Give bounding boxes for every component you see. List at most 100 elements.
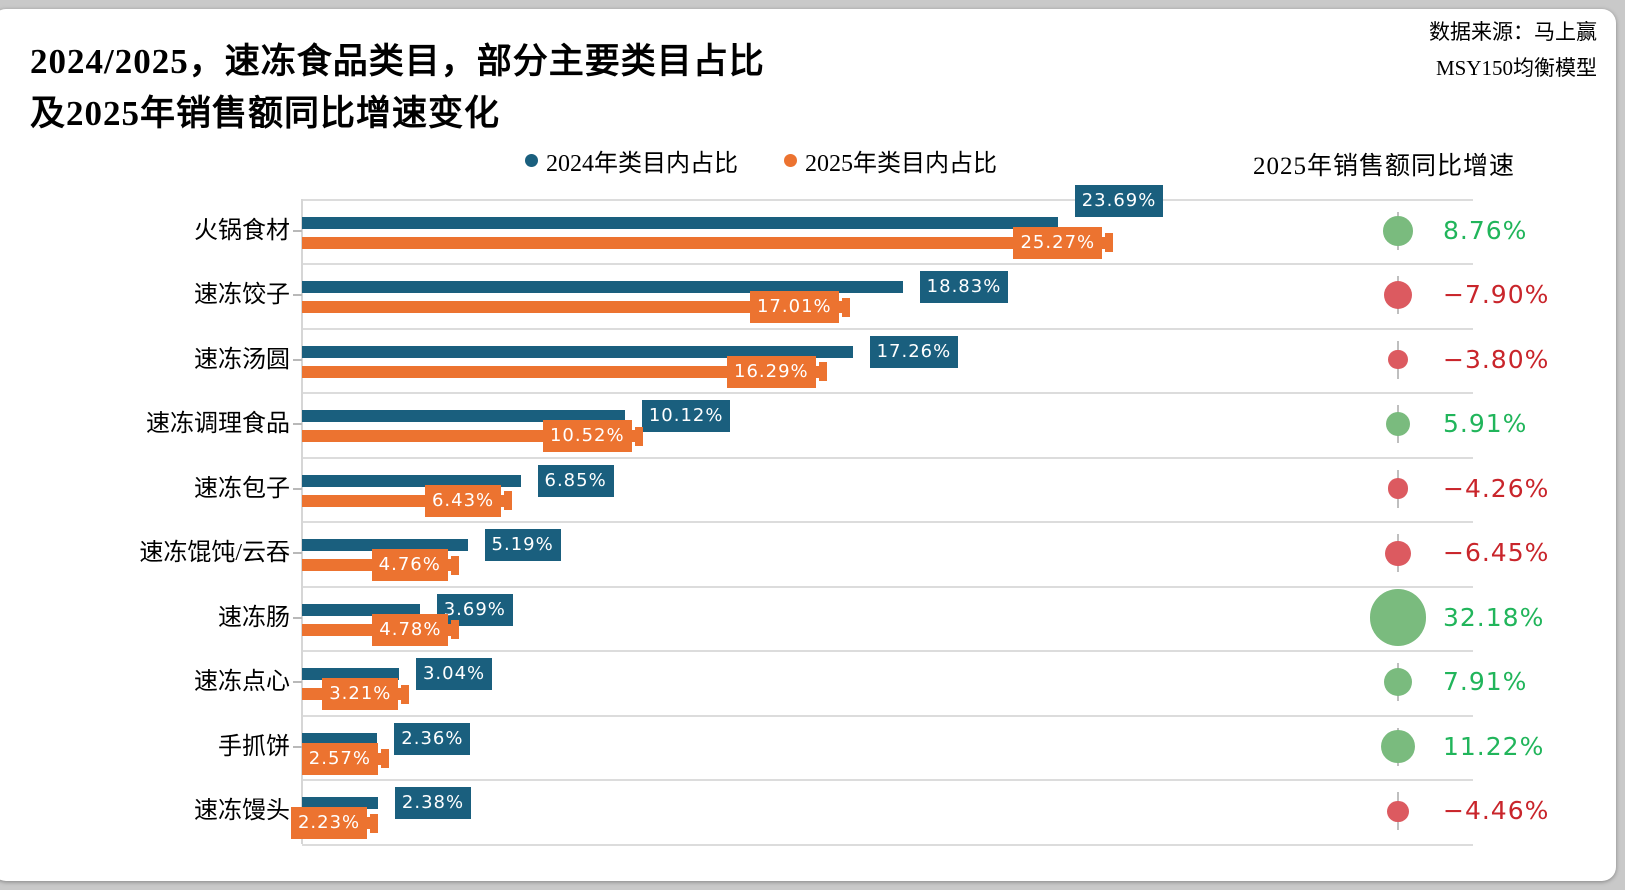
category-label: 速冻调理食品 <box>146 411 290 438</box>
bar-label-2024: 3.04% <box>415 658 493 690</box>
growth-value: 32.18% <box>1443 602 1545 632</box>
data-source-line2: MSY150均衡模型 <box>1435 56 1597 80</box>
growth-bubble <box>1383 281 1413 310</box>
gridline <box>302 521 1473 523</box>
bar-2025-endcap <box>818 362 827 381</box>
gridline <box>302 392 1473 394</box>
growth-value: −7.90% <box>1443 280 1550 310</box>
growth-value: 5.91% <box>1443 409 1528 439</box>
growth-bubble <box>1387 478 1409 500</box>
bar-label-2025: 17.01% <box>749 291 839 323</box>
gridline <box>302 714 1473 717</box>
bar-2024 <box>302 345 853 358</box>
bar-label-2025: 3.21% <box>322 678 399 710</box>
bar-2025-endcap <box>1105 233 1114 252</box>
bar-2024 <box>302 539 468 551</box>
bar-label-2024: 3.69% <box>436 593 513 626</box>
bar-label-2025: 4.76% <box>371 549 448 581</box>
growth-value: 11.22% <box>1443 731 1545 761</box>
growth-bubble <box>1369 589 1427 647</box>
gridline <box>302 198 1473 201</box>
axis-tick <box>293 229 302 232</box>
growth-bubble <box>1381 730 1415 764</box>
bar-2025 <box>302 236 1109 249</box>
axis-tick <box>293 487 302 490</box>
bar-label-2025: 6.43% <box>424 484 502 517</box>
bar-label-2024: 2.38% <box>394 787 472 819</box>
bar-2025-endcap <box>504 491 513 510</box>
gridline <box>302 327 1473 330</box>
category-label: 速冻点心 <box>194 669 290 696</box>
bar-label-2025: 2.57% <box>301 742 378 775</box>
growth-bubble <box>1385 412 1411 437</box>
growth-bubble <box>1385 540 1411 566</box>
bar-2024 <box>302 216 1058 229</box>
bar-label-2024: 17.26% <box>869 335 959 368</box>
bar-2024 <box>302 410 625 422</box>
bar-label-2025: 16.29% <box>727 355 816 388</box>
gridline <box>302 650 1473 652</box>
gridline <box>302 779 1473 781</box>
bar-2024 <box>302 797 378 809</box>
chart-title-line2: 及2025年销售额同比增速变化 <box>30 94 501 133</box>
bar-label-2024: 18.83% <box>919 271 1009 303</box>
legend-item-2025[interactable]: 2025年类目内占比 <box>784 143 997 178</box>
bar-2025-endcap <box>380 749 389 768</box>
bar-2025-endcap <box>401 684 410 704</box>
category-label: 速冻肠 <box>218 604 290 631</box>
growth-bubble <box>1383 215 1413 246</box>
growth-bubble <box>1387 800 1409 822</box>
legend-item-2024[interactable]: 2024年类目内占比 <box>525 143 738 178</box>
legend-label-2024: 2024年类目内占比 <box>546 151 738 177</box>
bar-2025-endcap <box>634 426 643 446</box>
growth-value: 8.76% <box>1443 215 1528 245</box>
growth-value: −4.26% <box>1443 473 1550 503</box>
legend-dot-2024-icon <box>525 154 538 167</box>
category-label: 速冻汤圆 <box>194 346 290 373</box>
axis-tick <box>293 358 302 361</box>
axis-tick <box>293 745 302 748</box>
bar-label-2025: 10.52% <box>542 420 632 452</box>
category-label: 火锅食材 <box>194 217 290 244</box>
category-label: 速冻包子 <box>194 475 290 502</box>
bar-label-2024: 6.85% <box>537 464 614 497</box>
gridline <box>302 263 1473 265</box>
gridline <box>302 843 1473 846</box>
legend: 2024年类目内占比 2025年类目内占比 <box>525 143 997 178</box>
bar-2025 <box>302 301 845 313</box>
bar-label-2024: 2.36% <box>394 722 471 755</box>
category-label: 速冻饺子 <box>194 282 290 309</box>
bar-2024 <box>302 474 521 487</box>
gridline <box>302 585 1473 588</box>
data-source-line1: 数据来源：马上赢 <box>1429 20 1597 44</box>
bar-2024 <box>302 732 378 745</box>
bar-2025-endcap <box>450 555 459 575</box>
bar-label-2024: 23.69% <box>1074 184 1164 217</box>
growth-value: 7.91% <box>1443 667 1528 697</box>
bar-2024 <box>302 281 903 293</box>
bar-label-2025: 2.23% <box>290 807 368 839</box>
bar-label-2024: 5.19% <box>484 529 561 561</box>
category-label: 速冻馒头 <box>194 798 290 825</box>
chart-title-line1: 2024/2025，速冻食品类目，部分主要类目占比 <box>30 42 765 81</box>
growth-value: −4.46% <box>1443 796 1550 826</box>
bar-label-2025: 4.78% <box>372 613 449 646</box>
category-label: 速冻馄饨/云吞 <box>139 540 290 567</box>
growth-column-header: 2025年销售额同比增速 <box>1253 153 1516 180</box>
growth-bubble <box>1388 350 1408 370</box>
growth-bubble <box>1383 668 1413 697</box>
axis-tick <box>293 681 302 684</box>
bar-2024 <box>302 603 420 616</box>
bar-2025-endcap <box>451 620 460 639</box>
axis-tick <box>293 616 302 619</box>
legend-label-2025: 2025年类目内占比 <box>805 151 997 177</box>
category-label: 手抓饼 <box>218 733 290 760</box>
bar-2024 <box>302 668 399 680</box>
legend-dot-2025-icon <box>784 154 797 167</box>
gridline <box>302 456 1473 459</box>
bar-2025-endcap <box>370 813 379 833</box>
chart-card <box>0 9 1616 881</box>
bar-label-2024: 10.12% <box>641 400 731 432</box>
bar-2025 <box>302 365 822 378</box>
